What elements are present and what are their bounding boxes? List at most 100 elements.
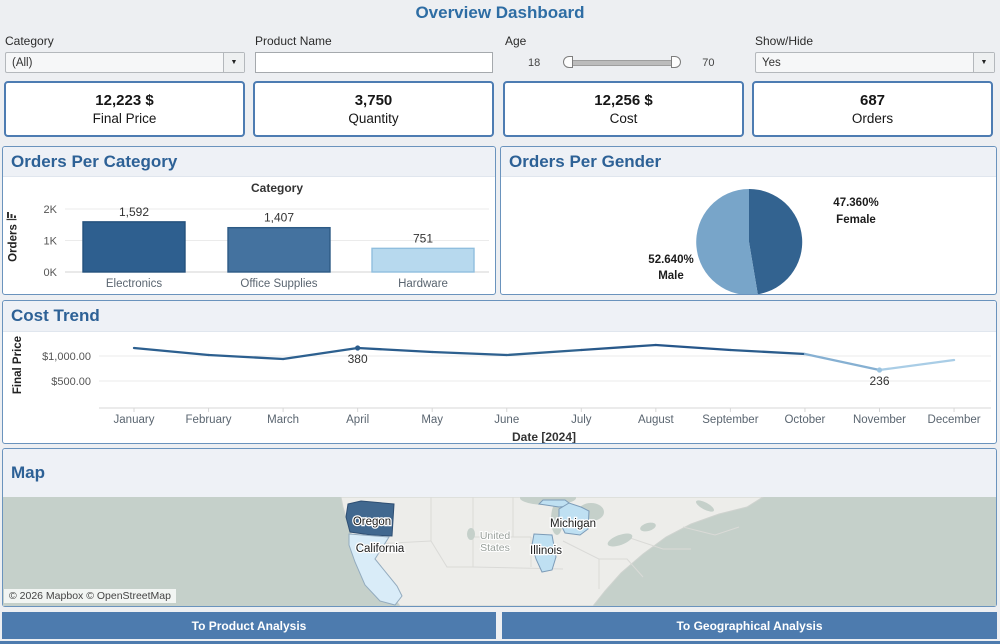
trend-line-segment[interactable] [729,348,807,356]
to-geographical-analysis-button[interactable]: To Geographical Analysis [502,612,997,639]
trend-month-label: October [784,414,825,426]
trend-line-segment[interactable] [580,343,657,352]
product-name-filter: Product Name [255,34,495,73]
trend-marker-november[interactable] [876,367,883,373]
kpi-final-price-value: 12,223 $ [95,92,154,109]
pie-chart: 47.360% Female 52.640% Male [648,188,879,294]
age-slider-track[interactable] [563,55,682,68]
category-filter-label: Category [5,34,54,48]
pie-slice-female[interactable] [749,188,803,294]
orders-per-gender-title: Orders Per Gender [509,151,662,171]
map-title: Map [11,463,45,482]
kpi-final-price-label: Final Price [92,111,157,126]
trend-line-segment[interactable] [654,343,732,352]
orders-per-category-title: Orders Per Category [11,151,178,171]
map-label-michigan: Michigan [550,518,596,530]
map-state-borders [354,497,740,589]
age-max-value: 70 [702,56,715,69]
orders-per-category-header: Orders Per Category [3,147,495,177]
trend-month-label: November [853,414,906,426]
map-state-california[interactable] [348,533,403,606]
kpi-quantity-value: 3,750 [354,92,393,109]
orders-per-gender-panel: Orders Per Gender 47.360% Female 52.640% Ma… [500,146,997,295]
map-state-oregon[interactable] [345,500,395,537]
trend-line-segment[interactable] [207,353,285,361]
show-hide-filter-label: Show/Hide [755,34,814,48]
sort-descending-icon[interactable] [6,211,20,220]
bar-y-tick: 2K [44,204,58,216]
kpi-orders-value: 687 [859,92,886,109]
age-slider: 18 70 [505,52,745,73]
category-filter-value: (All) [12,56,33,69]
kpi-orders-label: Orders [851,111,894,126]
map-label-california: California [356,543,405,555]
kpi-orders: 687 Orders [752,81,993,137]
bar-value-label: 1,592 [119,205,149,219]
map-label-country-line2: States [480,542,510,554]
category-filter: Category (All) ▼ [5,34,245,73]
category-filter-dropdown[interactable]: (All) ▼ [5,52,245,73]
map-header: Map [3,449,996,498]
trend-line-segment[interactable] [878,358,956,372]
bar-chart: Category 0K 1K 2K 1,592 Electronics 1,407 Offic… [44,181,489,290]
trend-line-segment[interactable] [505,348,583,357]
age-filter: Age 18 70 [505,34,745,73]
pie-pct-label: 52.640% [648,254,693,266]
chevron-down-icon[interactable]: ▼ [973,53,994,72]
age-slider-max-handle[interactable] [671,55,682,68]
trend-month-label: May [421,414,443,426]
bar-office-supplies[interactable] [227,226,331,273]
us-map[interactable]: Oregon California Michigan Illinois Unit… [3,497,996,606]
bottom-border-strip [0,641,1000,644]
trend-annotation: 236 [869,374,889,388]
bar-value-label: 751 [413,231,433,245]
map-state-michigan[interactable] [558,502,590,536]
bar-category-label: Office Supplies [240,278,317,290]
bar-x-axis-title: Category [251,181,303,195]
to-product-analysis-button[interactable]: To Product Analysis [2,612,496,639]
map-state-illinois[interactable] [531,533,557,573]
age-slider-min-handle[interactable] [563,55,574,68]
bar-category-label: Electronics [106,278,162,290]
kpi-cost: 12,256 $ Cost [503,81,744,137]
trend-line-segment[interactable] [356,346,434,354]
age-filter-label: Age [505,34,527,48]
bar-category-label: Hardware [398,278,448,290]
trend-line-segment[interactable] [132,346,210,357]
trend-month-label: December [928,414,981,426]
orders-per-category-panel: Orders Per Category Orders Category 0K 1K 2… [2,146,496,295]
pie-slice-male[interactable] [696,189,758,294]
cost-trend-header: Cost Trend [3,301,996,332]
map-label-illinois: Illinois [530,545,562,557]
pie-slice-label: Female [836,214,876,226]
pie-slice-label: Male [658,270,684,282]
trend-annotation: 380 [348,352,368,366]
bar-y-tick: 1K [44,236,58,248]
trend-line-segment[interactable] [431,350,508,357]
age-min-value: 18 [528,56,541,69]
trend-month-label: April [346,414,369,426]
cost-trend-panel: Cost Trend Final Price $1,000.00 $500.00 J… [2,300,997,444]
product-name-input[interactable] [255,52,493,73]
trend-marker-april[interactable] [355,345,361,351]
map-attribution[interactable]: © 2026 Mapbox © OpenStreetMap [4,589,176,603]
page-title: Overview Dashboard [415,3,585,22]
trend-month-label: June [494,414,519,426]
bar-hardware[interactable] [371,247,475,273]
trend-y-tick: $500.00 [51,376,91,388]
bar-electronics[interactable] [82,221,186,273]
trend-line-segment[interactable] [803,352,881,372]
kpi-cost-value: 12,256 $ [594,92,653,109]
trend-y-tick: $1,000.00 [42,351,91,363]
bar-y-tick: 0K [44,267,58,279]
trend-line-segment[interactable] [281,346,359,361]
map-panel: Map [2,448,997,607]
chevron-down-icon[interactable]: ▼ [223,53,244,72]
show-hide-filter: Show/Hide Yes ▼ [755,34,995,73]
kpi-quantity: 3,750 Quantity [253,81,494,137]
kpi-cost-label: Cost [609,111,638,126]
show-hide-dropdown[interactable]: Yes ▼ [755,52,995,73]
trend-month-label: February [186,414,232,426]
trend-month-label: January [114,414,155,426]
